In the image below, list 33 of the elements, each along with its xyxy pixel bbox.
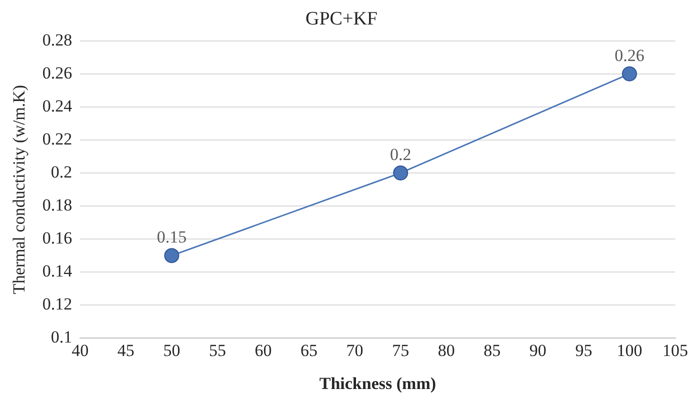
x-axis-title: Thickness (mm)	[319, 374, 436, 394]
x-tick-label: 65	[300, 340, 318, 360]
chart-title: GPC+KF	[306, 8, 378, 30]
x-tick-label: 100	[616, 340, 642, 360]
x-tick-label: 80	[438, 340, 455, 360]
x-tick-label: 85	[484, 340, 501, 360]
data-label: 0.26	[614, 46, 644, 65]
data-label: 0.15	[156, 228, 187, 247]
x-tick-label: 70	[346, 340, 364, 360]
y-tick-label: 0.22	[42, 129, 72, 148]
y-tick-label: 0.28	[42, 30, 72, 50]
x-tick-label: 50	[163, 340, 180, 360]
y-tick-label: 0.24	[42, 96, 73, 116]
y-tick-label: 0.26	[42, 63, 72, 82]
point	[622, 66, 637, 82]
point	[393, 165, 408, 180]
y-tick-label: 0.1	[50, 328, 72, 347]
y-tick-label: 0.16	[42, 228, 72, 248]
y-tick-label: 0.14	[42, 262, 73, 281]
x-tick-label: 45	[117, 340, 134, 360]
x-tick-label: 60	[254, 340, 272, 360]
x-tick-label: 55	[208, 340, 226, 360]
x-tick-label: 75	[392, 340, 410, 360]
x-tick-label: 90	[529, 340, 546, 360]
x-tick-label: 95	[575, 340, 592, 360]
y-tick-label: 0.2	[50, 162, 72, 182]
y-axis-title: Thermal conductivity (w/m.K)	[10, 84, 29, 294]
y-tick-label: 0.12	[42, 294, 72, 314]
y-tick-label: 0.18	[42, 195, 72, 214]
data-label: 0.2	[390, 144, 412, 164]
point	[164, 248, 180, 264]
x-tick-label: 105	[662, 340, 688, 360]
x-tick-label: 40	[72, 340, 89, 360]
